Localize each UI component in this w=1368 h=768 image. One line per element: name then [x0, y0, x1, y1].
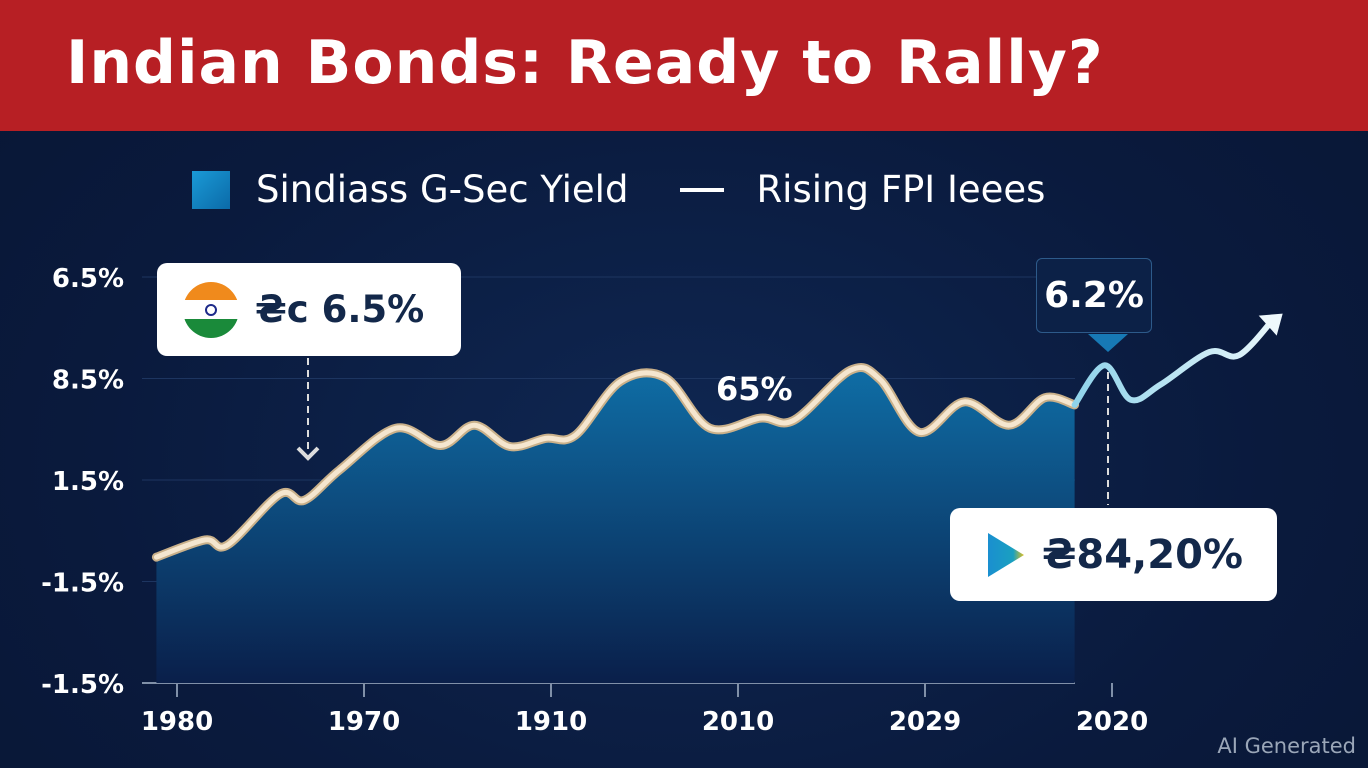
annotation-left-box: ₴c 6.5%	[157, 263, 461, 356]
title-banner: Indian Bonds: Ready to Rally?	[0, 0, 1368, 131]
y-tick-label: 6.5%	[52, 264, 124, 294]
legend: Sindiass G-Sec Yield Rising FPI Ieees	[192, 168, 1045, 211]
legend-label-series2: Rising FPI Ieees	[756, 168, 1046, 211]
play-icon	[988, 532, 1024, 577]
y-tick-label: 8.5%	[52, 366, 124, 396]
annotation-top-right-box: 6.2%	[1036, 258, 1152, 333]
annotation-top-right-text: 6.2%	[1044, 275, 1144, 316]
x-tick-label: 1980	[141, 707, 213, 737]
y-tick-label: -1.5%	[41, 670, 124, 700]
x-tick-label: 2010	[702, 707, 774, 737]
annotation-left-text: ₴c 6.5%	[255, 288, 425, 331]
arrow-head-icon	[1258, 313, 1283, 336]
y-tick-label: 1.5%	[52, 467, 124, 497]
series-line-1	[1071, 314, 1278, 408]
legend-label-series1: Sindiass G-Sec Yield	[256, 168, 629, 211]
chart-title: Indian Bonds: Ready to Rally?	[66, 28, 1104, 98]
watermark: AI Generated	[1217, 734, 1356, 758]
annotation-bottom-right-box: ₴84,20%	[950, 508, 1277, 601]
india-flag-icon	[183, 281, 239, 338]
series-line-0	[153, 365, 1078, 560]
annotation-bottom-right-text: ₴84,20%	[1042, 531, 1243, 578]
legend-swatch-area	[192, 170, 230, 209]
callout-pointer	[1088, 334, 1128, 352]
legend-swatch-line	[680, 187, 725, 192]
x-tick-label: 1970	[328, 707, 400, 737]
x-tick-label: 1910	[515, 707, 587, 737]
x-tick-label: 2020	[1076, 707, 1148, 737]
y-tick-label: -1.5%	[41, 569, 124, 599]
area-fill-0	[156, 367, 1075, 683]
annotation-mid-label: 65%	[716, 370, 793, 408]
x-tick-label: 2029	[889, 707, 961, 737]
chevron-down-icon	[296, 446, 320, 461]
